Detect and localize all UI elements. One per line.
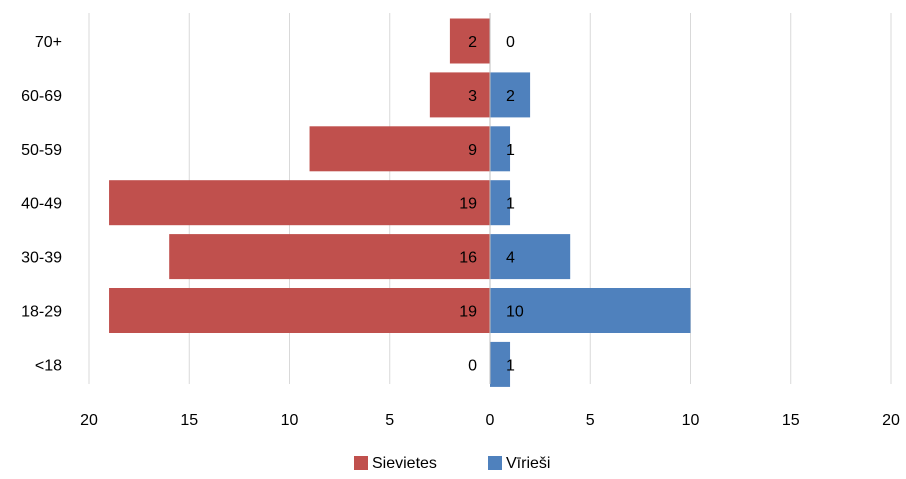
x-tick-label: 5 xyxy=(586,412,595,429)
category-labels: 70+ 60-69 50-59 40-49 30-39 18-29 <18 xyxy=(21,34,62,374)
x-tick-label: 20 xyxy=(80,412,98,429)
legend-label-male: Vīrieši xyxy=(506,455,550,472)
female-bar xyxy=(429,72,490,118)
male-bar xyxy=(490,234,571,280)
x-tick-label: 15 xyxy=(782,412,800,429)
category-label: 40-49 xyxy=(21,196,62,213)
x-tick-label: 20 xyxy=(882,412,900,429)
x-tick-label: 10 xyxy=(682,412,700,429)
male-data-label: 0 xyxy=(506,34,515,51)
female-data-label: 2 xyxy=(468,34,477,51)
male-data-label: 1 xyxy=(506,142,515,159)
male-data-label: 10 xyxy=(506,304,524,321)
x-tick-label: 10 xyxy=(281,412,299,429)
male-data-label: 1 xyxy=(506,196,515,213)
legend: Sievietes Vīrieši xyxy=(354,455,550,472)
legend-label-female: Sievietes xyxy=(372,455,437,472)
male-bar xyxy=(490,288,691,333)
legend-swatch-male xyxy=(488,456,502,470)
x-tick-label: 15 xyxy=(180,412,198,429)
bars xyxy=(109,18,691,387)
male-bar xyxy=(490,180,511,226)
female-data-label: 0 xyxy=(468,357,477,374)
category-label: 50-59 xyxy=(21,142,62,159)
male-data-label: 1 xyxy=(506,357,515,374)
female-bar xyxy=(109,180,491,226)
legend-swatch-female xyxy=(354,456,368,470)
female-data-label: 19 xyxy=(459,196,477,213)
male-bar xyxy=(490,126,511,172)
female-data-label: 16 xyxy=(459,250,477,267)
female-data-label: 9 xyxy=(468,142,477,159)
female-data-label: 3 xyxy=(468,88,477,105)
female-bar xyxy=(309,126,490,172)
female-bar xyxy=(449,18,490,64)
category-label: 70+ xyxy=(35,34,62,51)
female-bar xyxy=(169,234,490,280)
x-tick-labels: 20 15 10 5 0 5 10 15 20 xyxy=(80,412,900,429)
x-tick-label: 5 xyxy=(385,412,394,429)
female-bar xyxy=(109,288,491,333)
female-data-label: 19 xyxy=(459,304,477,321)
male-bar xyxy=(490,72,531,118)
male-data-label: 2 xyxy=(506,88,515,105)
category-label: 60-69 xyxy=(21,88,62,105)
data-labels: 2 0 3 2 9 1 19 1 16 4 19 10 0 1 xyxy=(459,34,524,374)
male-bar xyxy=(490,341,511,387)
category-label: <18 xyxy=(35,357,62,374)
x-tick-label: 0 xyxy=(486,412,495,429)
category-label: 18-29 xyxy=(21,304,62,321)
male-data-label: 4 xyxy=(506,250,515,267)
category-label: 30-39 xyxy=(21,250,62,267)
